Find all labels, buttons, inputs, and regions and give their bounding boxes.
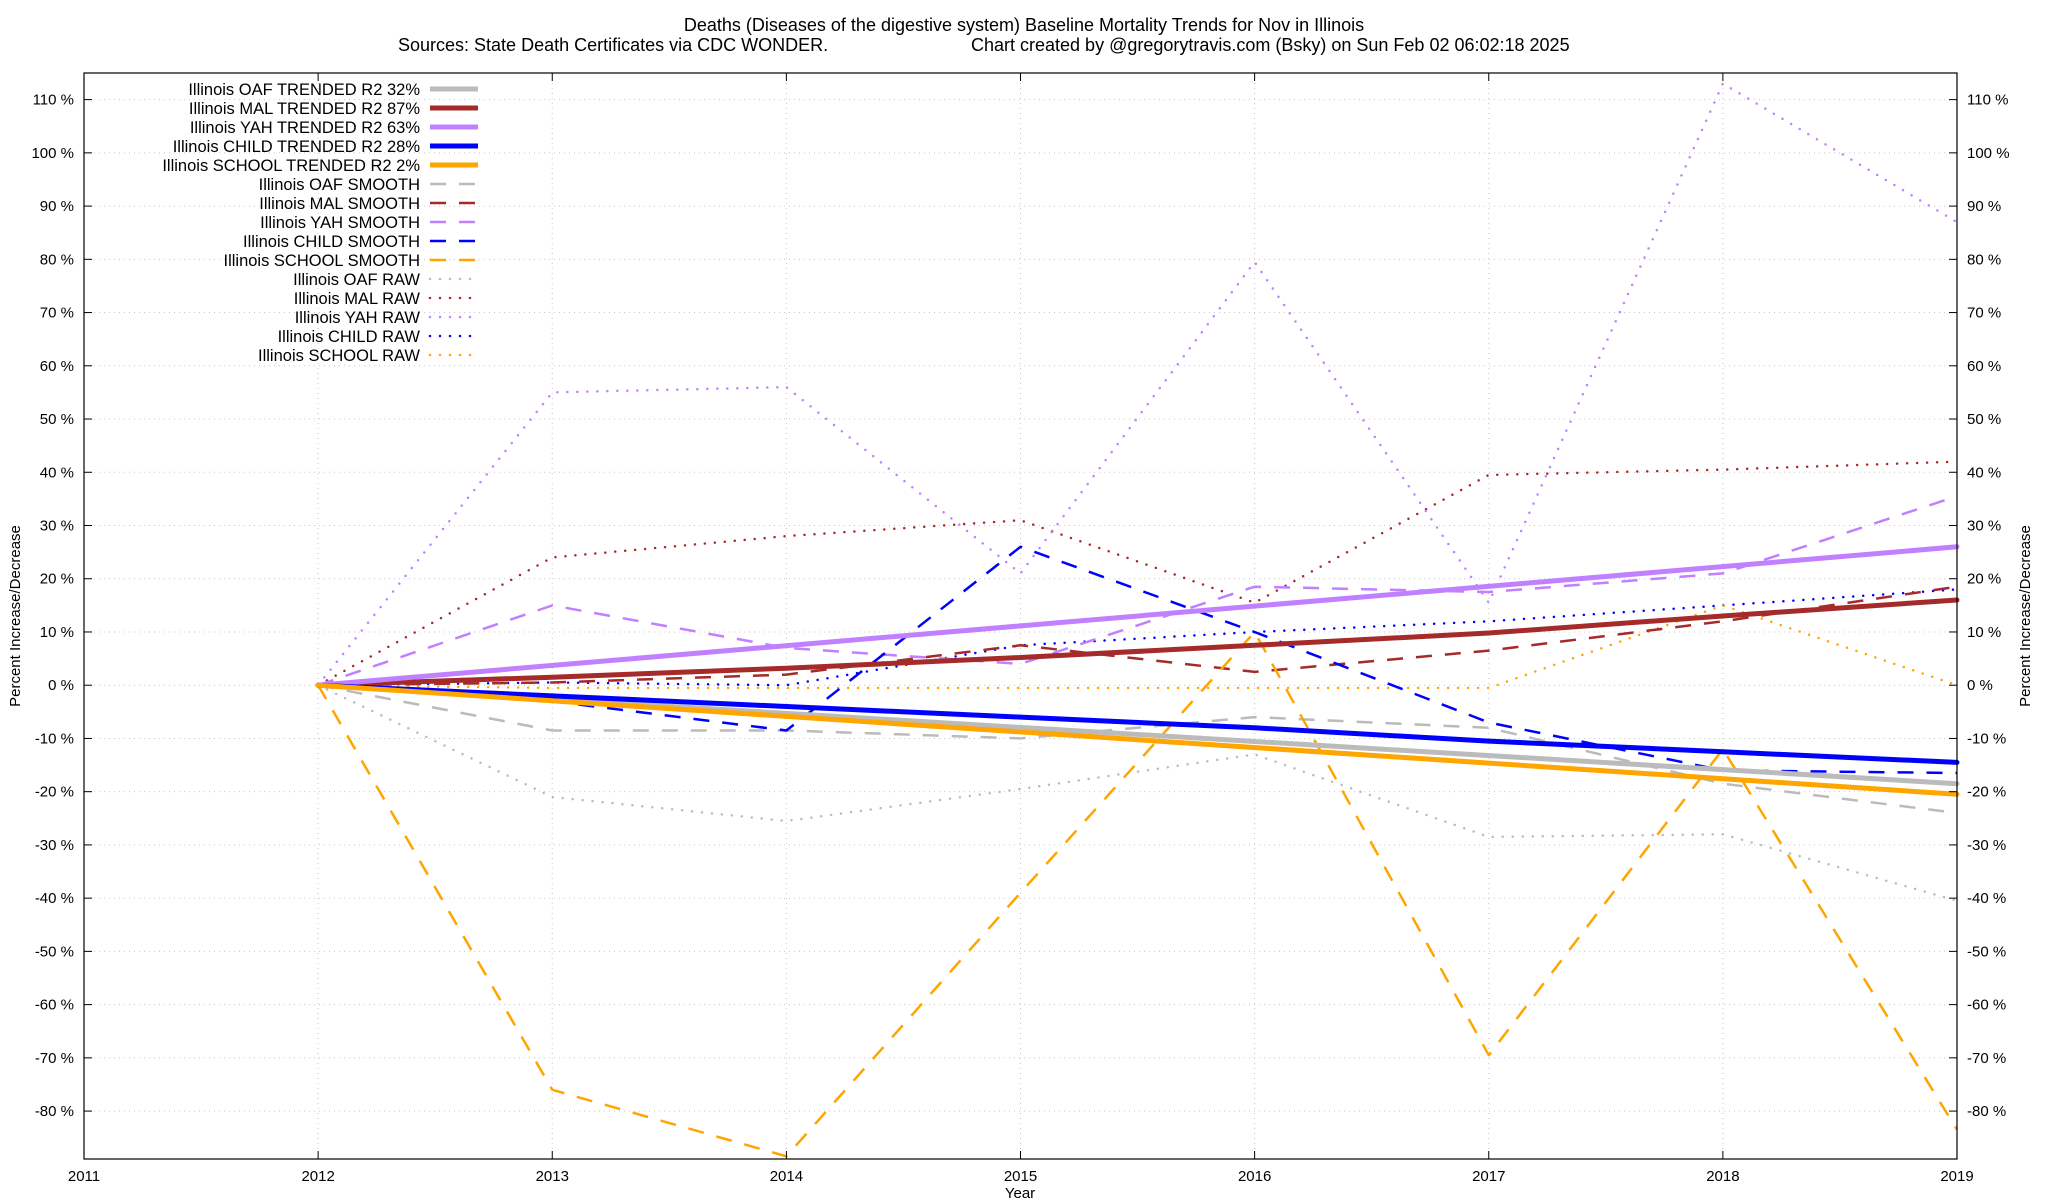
y-tick-label-right: -40 % xyxy=(1967,890,2006,907)
legend-label: Illinois SCHOOL RAW xyxy=(258,347,420,365)
y-tick-label-right: 110 % xyxy=(1967,92,2008,109)
legend-label: Illinois YAH TRENDED R2 63% xyxy=(190,119,420,137)
y-tick-label-left: 10 % xyxy=(40,624,74,641)
x-tick-label: 2012 xyxy=(301,1168,334,1185)
series-line-illinois-mal-trended-r2-87 xyxy=(315,597,1960,688)
legend-label: Illinois SCHOOL SMOOTH xyxy=(223,252,420,270)
y-tick-label-left: 30 % xyxy=(40,518,74,535)
y-tick-label-left: 80 % xyxy=(40,251,74,268)
y-tick-label-left: 90 % xyxy=(40,198,74,215)
series-line-illinois-oaf-raw xyxy=(316,683,1959,903)
chart-subtitle-credit: Chart created by @gregorytravis.com (Bsk… xyxy=(971,35,1570,55)
y-axis-label-right: Percent Increase/Decrease xyxy=(2017,525,2034,707)
y-tick-label-left: -20 % xyxy=(35,784,74,801)
series-line-illinois-school-smooth xyxy=(317,630,1959,1158)
y-tick-label-left: 0 % xyxy=(48,677,74,694)
y-axis-right: 110 % 100 % 90 % 80 % 70 % 60 % 50 % 40 % 30 % 20… xyxy=(1949,92,2010,1120)
legend-label: Illinois CHILD SMOOTH xyxy=(243,233,420,251)
x-tick-label: 2011 xyxy=(68,1168,100,1185)
series-line-illinois-mal-smooth xyxy=(318,585,1958,687)
legend-label: Illinois MAL RAW xyxy=(294,290,421,308)
y-tick-label-right: -50 % xyxy=(1967,943,2006,960)
y-axis-left: 110 % 100 % 90 % 80 % 70 % 60 % 50 % 40 % 30 % 20… xyxy=(31,92,92,1120)
y-tick-label-left: 20 % xyxy=(40,571,74,588)
legend-label: Illinois OAF TRENDED R2 32% xyxy=(188,81,420,99)
legend-label: Illinois CHILD RAW xyxy=(278,328,421,346)
x-tick-label: 2013 xyxy=(536,1168,569,1185)
series-line-illinois-yah-trended-r2-63 xyxy=(315,544,1960,688)
y-tick-label-left: 70 % xyxy=(40,305,74,322)
y-tick-label-left: 110 % xyxy=(33,92,74,109)
y-tick-label-left: -60 % xyxy=(35,997,74,1014)
series-line-illinois-school-raw xyxy=(316,604,1959,690)
y-tick-label-right: 50 % xyxy=(1967,411,2001,428)
y-tick-label-left: -80 % xyxy=(35,1103,74,1120)
y-tick-label-right: -10 % xyxy=(1967,730,2006,747)
legend-label: Illinois OAF RAW xyxy=(293,271,420,289)
legend-label: Illinois YAH RAW xyxy=(295,309,421,327)
y-tick-label-right: 60 % xyxy=(1967,358,2001,375)
x-tick-label: 2017 xyxy=(1472,1168,1505,1185)
y-tick-label-right: 80 % xyxy=(1967,251,2001,268)
x-tick-label: 2015 xyxy=(1004,1168,1037,1185)
series-line-illinois-child-trended-r2-28 xyxy=(315,682,1960,765)
series-line-illinois-yah-smooth xyxy=(317,495,1958,687)
y-tick-label-left: 60 % xyxy=(40,358,74,375)
y-tick-label-right: 90 % xyxy=(1967,198,2001,215)
y-tick-label-left: -40 % xyxy=(35,890,74,907)
legend-label: Illinois CHILD TRENDED R2 28% xyxy=(173,138,421,156)
y-tick-label-left: -50 % xyxy=(35,943,74,960)
legend-label: Illinois SCHOOL TRENDED R2 2% xyxy=(162,157,420,175)
y-tick-label-left: 50 % xyxy=(40,411,74,428)
x-tick-label: 2014 xyxy=(770,1168,803,1185)
chart-subtitle-source: Sources: State Death Certificates via CD… xyxy=(398,35,828,55)
x-tick-label: 2018 xyxy=(1706,1168,1739,1185)
y-tick-label-right: 30 % xyxy=(1967,518,2001,535)
series-line-illinois-child-smooth xyxy=(318,545,1958,775)
y-tick-label-right: 10 % xyxy=(1967,624,2001,641)
series-layer xyxy=(315,82,1960,1158)
y-tick-label-right: -30 % xyxy=(1967,837,2006,854)
y-tick-label-left: -10 % xyxy=(35,730,74,747)
legend-label: Illinois YAH SMOOTH xyxy=(260,214,420,232)
series-line-illinois-school-trended-r2-2 xyxy=(315,682,1960,797)
legend-label: Illinois OAF SMOOTH xyxy=(259,176,420,194)
y-tick-label-right: -80 % xyxy=(1967,1103,2006,1120)
y-tick-label-right: 0 % xyxy=(1967,677,1993,694)
y-tick-label-right: 20 % xyxy=(1967,571,2001,588)
y-tick-label-left: 40 % xyxy=(40,464,74,481)
series-line-illinois-mal-raw xyxy=(316,460,1959,687)
chart-title: Deaths (Diseases of the digestive system… xyxy=(684,15,1364,35)
legend-label: Illinois MAL SMOOTH xyxy=(259,195,420,213)
y-tick-label-left: -30 % xyxy=(35,837,74,854)
y-tick-label-right: -20 % xyxy=(1967,784,2006,801)
x-axis-label: Year xyxy=(1005,1185,1035,1200)
y-tick-label-left: 100 % xyxy=(31,145,74,162)
grid xyxy=(83,73,1958,1159)
y-tick-label-left: -70 % xyxy=(35,1050,74,1067)
x-tick-label: 2019 xyxy=(1940,1168,1973,1185)
y-axis-label-left: Percent Increase/Decrease xyxy=(7,525,24,707)
y-tick-label-right: 100 % xyxy=(1967,145,2010,162)
y-tick-label-right: -60 % xyxy=(1967,997,2006,1014)
series-line-illinois-child-raw xyxy=(316,588,1959,687)
y-tick-label-right: 70 % xyxy=(1967,305,2001,322)
y-tick-label-right: -70 % xyxy=(1967,1050,2006,1067)
x-axis: 2011 2012 2013 2014 2015 2016 2017 2018 2019 xyxy=(68,73,1974,1185)
y-tick-label-right: 40 % xyxy=(1967,464,2001,481)
x-tick-label: 2016 xyxy=(1238,1168,1271,1185)
legend: Illinois OAF TRENDED R2 32%Illinois MAL … xyxy=(162,81,480,365)
legend-label: Illinois MAL TRENDED R2 87% xyxy=(189,100,420,118)
